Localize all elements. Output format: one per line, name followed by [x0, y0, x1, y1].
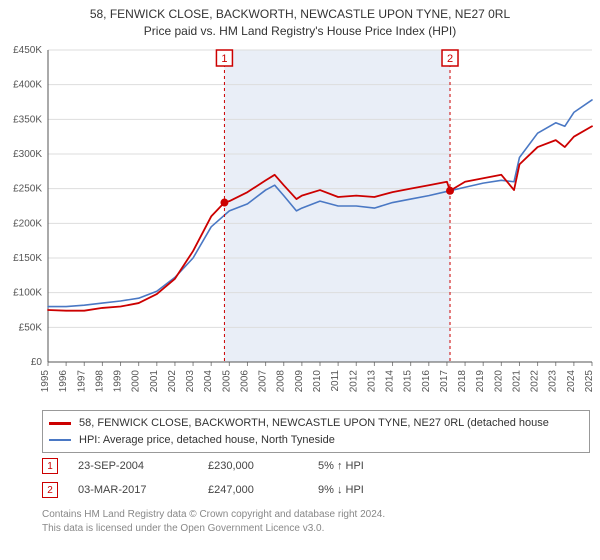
legend: 58, FENWICK CLOSE, BACKWORTH, NEWCASTLE … [42, 410, 590, 453]
legend-swatch-hpi [49, 439, 71, 442]
svg-text:2003: 2003 [185, 370, 196, 393]
line-chart: £0 £50K £100K £150K £200K £250K £300K £350K £400… [0, 42, 600, 402]
legend-row: HPI: Average price, detached house, Nort… [49, 432, 583, 449]
legend-row: 58, FENWICK CLOSE, BACKWORTH, NEWCASTLE … [49, 415, 583, 432]
sale-date: 03-MAR-2017 [78, 484, 188, 496]
page-subtitle: Price paid vs. HM Land Registry's House … [0, 23, 600, 40]
svg-text:1995: 1995 [40, 370, 51, 393]
svg-text:£350K: £350K [13, 114, 42, 125]
svg-text:2024: 2024 [566, 370, 577, 393]
svg-text:2006: 2006 [239, 370, 250, 393]
copyright-line: This data is licensed under the Open Gov… [42, 522, 590, 536]
legend-label: HPI: Average price, detached house, Nort… [79, 432, 335, 449]
svg-text:2012: 2012 [348, 370, 359, 393]
sale-price: £247,000 [208, 484, 298, 496]
svg-text:2016: 2016 [421, 370, 432, 393]
svg-text:£150K: £150K [13, 253, 42, 264]
sale-marker-icon: 1 [42, 458, 58, 474]
copyright: Contains HM Land Registry data © Crown c… [42, 508, 590, 536]
svg-text:1996: 1996 [58, 370, 69, 393]
svg-text:£100K: £100K [13, 288, 42, 299]
svg-text:2010: 2010 [312, 370, 323, 393]
svg-text:£50K: £50K [19, 322, 43, 333]
svg-text:£450K: £450K [13, 45, 42, 56]
table-row: 2 03-MAR-2017 £247,000 9% ↓ HPI [42, 478, 590, 502]
svg-text:2001: 2001 [149, 370, 160, 393]
svg-text:2000: 2000 [131, 370, 142, 393]
svg-text:2025: 2025 [584, 370, 595, 393]
svg-text:2014: 2014 [385, 370, 396, 393]
svg-text:2008: 2008 [276, 370, 287, 393]
svg-text:£0: £0 [31, 357, 43, 368]
svg-text:2002: 2002 [167, 370, 178, 393]
page-title: 58, FENWICK CLOSE, BACKWORTH, NEWCASTLE … [0, 0, 600, 23]
svg-text:1: 1 [221, 53, 227, 65]
svg-text:1998: 1998 [94, 370, 105, 393]
chart-svg: £0 £50K £100K £150K £200K £250K £300K £350K £400… [0, 42, 600, 402]
svg-text:1997: 1997 [76, 370, 87, 393]
svg-text:£400K: £400K [13, 80, 42, 91]
svg-text:2011: 2011 [330, 370, 341, 392]
svg-text:£250K: £250K [13, 184, 42, 195]
svg-text:£300K: £300K [13, 149, 42, 160]
svg-text:2013: 2013 [366, 370, 377, 393]
svg-text:2021: 2021 [511, 370, 522, 393]
svg-text:2005: 2005 [221, 370, 232, 393]
svg-text:2017: 2017 [439, 370, 450, 393]
svg-text:2: 2 [447, 53, 453, 65]
legend-swatch-property [49, 422, 71, 425]
sale-marker-icon: 2 [42, 482, 58, 498]
copyright-line: Contains HM Land Registry data © Crown c… [42, 508, 590, 522]
table-row: 1 23-SEP-2004 £230,000 5% ↑ HPI [42, 454, 590, 478]
sale-delta: 5% ↑ HPI [318, 460, 364, 472]
legend-label: 58, FENWICK CLOSE, BACKWORTH, NEWCASTLE … [79, 415, 549, 432]
svg-text:2022: 2022 [530, 370, 541, 393]
svg-text:£200K: £200K [13, 218, 42, 229]
svg-text:2007: 2007 [258, 370, 269, 393]
svg-text:2019: 2019 [475, 370, 486, 393]
sale-delta: 9% ↓ HPI [318, 484, 364, 496]
svg-text:2004: 2004 [203, 370, 214, 393]
svg-text:2020: 2020 [493, 370, 504, 393]
svg-text:2009: 2009 [294, 370, 305, 393]
chart-container: 58, FENWICK CLOSE, BACKWORTH, NEWCASTLE … [0, 0, 600, 560]
svg-text:2015: 2015 [403, 370, 414, 393]
sales-table: 1 23-SEP-2004 £230,000 5% ↑ HPI 2 03-MAR… [42, 454, 590, 502]
sale-date: 23-SEP-2004 [78, 460, 188, 472]
svg-text:1999: 1999 [113, 370, 124, 393]
svg-text:2018: 2018 [457, 370, 468, 393]
svg-text:2023: 2023 [548, 370, 559, 393]
sale-price: £230,000 [208, 460, 298, 472]
